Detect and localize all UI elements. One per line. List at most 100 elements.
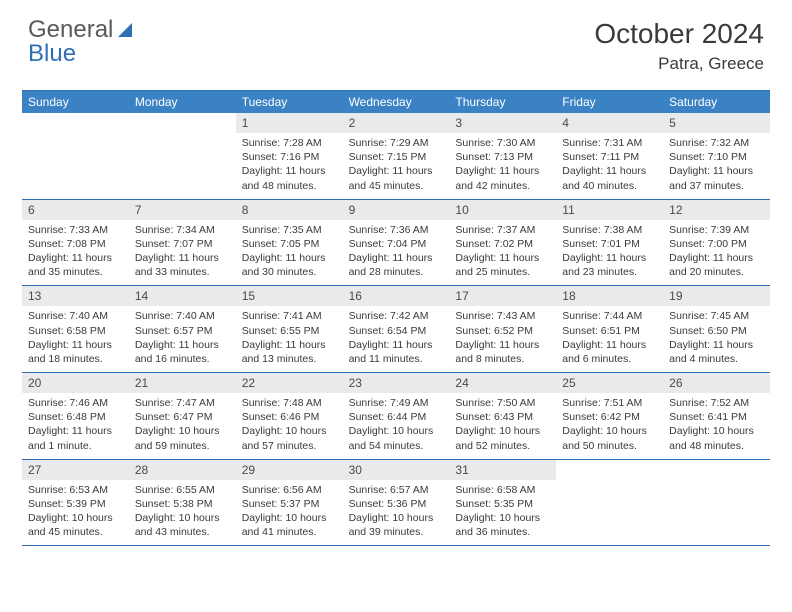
- calendar-cell: [663, 460, 770, 546]
- sunset-text: Sunset: 6:48 PM: [28, 410, 123, 424]
- day-number: 21: [129, 373, 236, 393]
- sunset-text: Sunset: 5:38 PM: [135, 497, 230, 511]
- calendar-cell: 18Sunrise: 7:44 AMSunset: 6:51 PMDayligh…: [556, 286, 663, 372]
- sunrise-text: Sunrise: 7:30 AM: [455, 136, 550, 150]
- day-details: Sunrise: 6:53 AMSunset: 5:39 PMDaylight:…: [22, 480, 129, 540]
- daylight-text: Daylight: 11 hours and 45 minutes.: [349, 164, 444, 192]
- daylight-text: Daylight: 11 hours and 37 minutes.: [669, 164, 764, 192]
- day-number: 27: [22, 460, 129, 480]
- calendar-cell: 16Sunrise: 7:42 AMSunset: 6:54 PMDayligh…: [343, 286, 450, 372]
- calendar-week: 13 Sunrise: 7:40 AM Sunset: 6:58 PM Dayligh…: [22, 286, 770, 373]
- sunrise-text: Sunrise: 7:33 AM: [28, 223, 123, 237]
- sunset-text: Sunset: 7:04 PM: [349, 237, 444, 251]
- calendar-week: 6Sunrise: 7:33 AMSunset: 7:08 PMDaylight…: [22, 200, 770, 287]
- day-details: Sunrise: 6:58 AMSunset: 5:35 PMDaylight:…: [449, 480, 556, 540]
- day-number: 14: [129, 286, 236, 306]
- calendar-cell: 2Sunrise: 7:29 AMSunset: 7:15 PMDaylight…: [343, 113, 450, 199]
- sunrise-text: Sunrise: 6:58 AM: [455, 483, 550, 497]
- day-number: 29: [236, 460, 343, 480]
- daylight-text: Daylight: 11 hours and 33 minutes.: [135, 251, 230, 279]
- day-details: Sunrise: 7:38 AMSunset: 7:01 PMDaylight:…: [556, 220, 663, 280]
- sunset-text: Sunset: 7:16 PM: [242, 150, 337, 164]
- day-details: Sunrise: 7:51 AMSunset: 6:42 PMDaylight:…: [556, 393, 663, 453]
- sunset-text: Sunset: 6:57 PM: [135, 324, 230, 338]
- calendar-cell: 14Sunrise: 7:40 AMSunset: 6:57 PMDayligh…: [129, 286, 236, 372]
- day-number: 10: [449, 200, 556, 220]
- calendar-cell: 4Sunrise: 7:31 AMSunset: 7:11 PMDaylight…: [556, 113, 663, 199]
- sunset-text: Sunset: 6:52 PM: [455, 324, 550, 338]
- day-number: 13: [22, 286, 129, 306]
- calendar-cell: 19Sunrise: 7:45 AMSunset: 6:50 PMDayligh…: [663, 286, 770, 372]
- day-number: 11: [556, 200, 663, 220]
- day-details: Sunrise: 7:36 AMSunset: 7:04 PMDaylight:…: [343, 220, 450, 280]
- sunset-text: Sunset: 6:51 PM: [562, 324, 657, 338]
- day-details: Sunrise: 7:35 AMSunset: 7:05 PMDaylight:…: [236, 220, 343, 280]
- weekday-wed: Wednesday: [343, 91, 450, 113]
- sunrise-text: Sunrise: 7:42 AM: [349, 309, 444, 323]
- daylight-text: Daylight: 10 hours and 59 minutes.: [135, 424, 230, 452]
- sunrise-text: Sunrise: 7:40 AM: [135, 309, 230, 323]
- sunrise-text: Sunrise: 7:47 AM: [135, 396, 230, 410]
- sunset-text: Sunset: 7:07 PM: [135, 237, 230, 251]
- sunrise-text: Sunrise: 7:48 AM: [242, 396, 337, 410]
- day-number: 4: [556, 113, 663, 133]
- sunrise-text: Sunrise: 7:31 AM: [562, 136, 657, 150]
- sunset-text: Sunset: 7:01 PM: [562, 237, 657, 251]
- calendar-cell: 13Sunrise: 7:40 AMSunset: 6:58 PMDayligh…: [22, 286, 129, 372]
- sunset-text: Sunset: 7:08 PM: [28, 237, 123, 251]
- calendar-cell: 24Sunrise: 7:50 AMSunset: 6:43 PMDayligh…: [449, 373, 556, 459]
- day-number: 12: [663, 200, 770, 220]
- daylight-text: Daylight: 11 hours and 35 minutes.: [28, 251, 123, 279]
- day-number: 5: [663, 113, 770, 133]
- daylight-text: Daylight: 11 hours and 23 minutes.: [562, 251, 657, 279]
- weekday-row: Sunday Monday Tuesday Wednesday Thursday…: [22, 91, 770, 113]
- calendar-cell: 21Sunrise: 7:47 AMSunset: 6:47 PMDayligh…: [129, 373, 236, 459]
- sunset-text: Sunset: 7:11 PM: [562, 150, 657, 164]
- calendar-cell: [129, 113, 236, 199]
- sunrise-text: Sunrise: 7:43 AM: [455, 309, 550, 323]
- sunrise-text: Sunrise: 7:49 AM: [349, 396, 444, 410]
- daylight-text: Daylight: 11 hours and 20 minutes.: [669, 251, 764, 279]
- sunrise-text: Sunrise: 6:53 AM: [28, 483, 123, 497]
- daylight-text: Daylight: 11 hours and 6 minutes.: [562, 338, 657, 366]
- day-details: Sunrise: 7:32 AMSunset: 7:10 PMDaylight:…: [663, 133, 770, 193]
- daylight-text: Daylight: 10 hours and 57 minutes.: [242, 424, 337, 452]
- day-details: Sunrise: 7:39 AMSunset: 7:00 PMDaylight:…: [663, 220, 770, 280]
- calendar-weeks: 1Sunrise: 7:28 AMSunset: 7:16 PMDaylight…: [22, 113, 770, 546]
- calendar-cell: 9Sunrise: 7:36 AMSunset: 7:04 PMDaylight…: [343, 200, 450, 286]
- day-details: Sunrise: 7:42 AMSunset: 6:54 PMDaylight:…: [343, 306, 450, 366]
- sunrise-text: Sunrise: 7:37 AM: [455, 223, 550, 237]
- calendar-cell: 22Sunrise: 7:48 AMSunset: 6:46 PMDayligh…: [236, 373, 343, 459]
- day-number: 9: [343, 200, 450, 220]
- weekday-mon: Monday: [129, 91, 236, 113]
- day-details: Sunrise: 7:28 AMSunset: 7:16 PMDaylight:…: [236, 133, 343, 193]
- sunset-text: Sunset: 6:58 PM: [28, 324, 123, 338]
- daylight-text: Daylight: 10 hours and 45 minutes.: [28, 511, 123, 539]
- location-label: Patra, Greece: [594, 54, 764, 74]
- day-number: [663, 460, 770, 466]
- sunrise-text: Sunrise: 7:44 AM: [562, 309, 657, 323]
- weekday-fri: Friday: [556, 91, 663, 113]
- calendar-week: 20Sunrise: 7:46 AMSunset: 6:48 PMDayligh…: [22, 373, 770, 460]
- calendar-cell: 7Sunrise: 7:34 AMSunset: 7:07 PMDaylight…: [129, 200, 236, 286]
- day-details: Sunrise: 7:37 AMSunset: 7:02 PMDaylight:…: [449, 220, 556, 280]
- calendar-cell: 5Sunrise: 7:32 AMSunset: 7:10 PMDaylight…: [663, 113, 770, 199]
- calendar-cell: [22, 113, 129, 199]
- sunrise-text: Sunrise: 7:34 AM: [135, 223, 230, 237]
- day-details: Sunrise: 6:57 AMSunset: 5:36 PMDaylight:…: [343, 480, 450, 540]
- day-number: 19: [663, 286, 770, 306]
- day-details: Sunrise: 7:49 AMSunset: 6:44 PMDaylight:…: [343, 393, 450, 453]
- weekday-sun: Sunday: [22, 91, 129, 113]
- daylight-text: Daylight: 10 hours and 48 minutes.: [669, 424, 764, 452]
- sunset-text: Sunset: 7:05 PM: [242, 237, 337, 251]
- day-number: 24: [449, 373, 556, 393]
- calendar-cell: 25Sunrise: 7:51 AMSunset: 6:42 PMDayligh…: [556, 373, 663, 459]
- brand-part1: General: [28, 18, 113, 42]
- day-details: Sunrise: 7:29 AMSunset: 7:15 PMDaylight:…: [343, 133, 450, 193]
- sunset-text: Sunset: 7:10 PM: [669, 150, 764, 164]
- daylight-text: Daylight: 10 hours and 39 minutes.: [349, 511, 444, 539]
- day-details: Sunrise: 7:46 AMSunset: 6:48 PMDaylight:…: [22, 393, 129, 453]
- sunrise-text: Sunrise: 7:38 AM: [562, 223, 657, 237]
- calendar-cell: 30Sunrise: 6:57 AMSunset: 5:36 PMDayligh…: [343, 460, 450, 546]
- calendar: Sunday Monday Tuesday Wednesday Thursday…: [22, 90, 770, 546]
